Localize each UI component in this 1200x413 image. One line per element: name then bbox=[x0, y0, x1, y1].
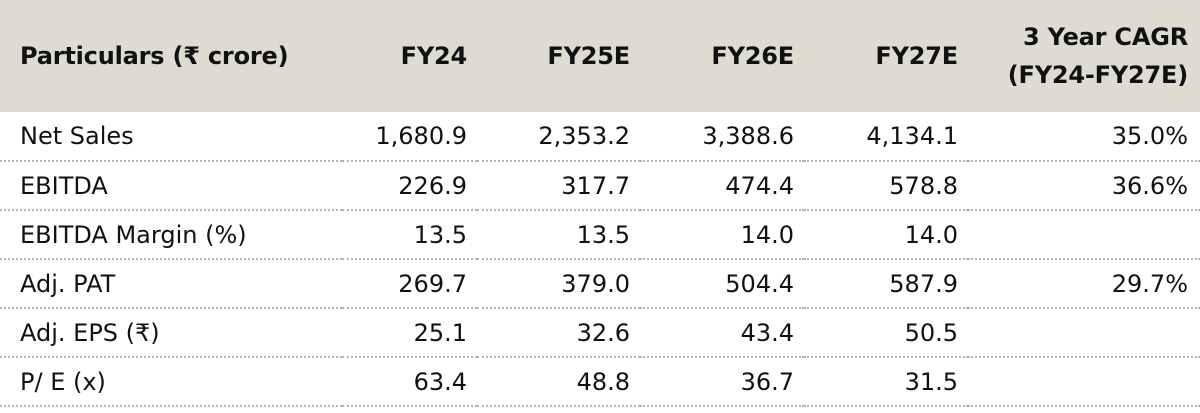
header-row: Particulars (₹ crore) FY24 FY25E FY26E F… bbox=[0, 0, 1200, 112]
header-fy27e: FY27E bbox=[875, 42, 958, 70]
row-label: Adj. PAT bbox=[20, 269, 116, 298]
cell-fy25e: 2,353.2 bbox=[538, 122, 630, 150]
cell-cagr: 35.0% bbox=[1111, 122, 1188, 150]
header-cagr: 3 Year CAGR (FY24-FY27E) bbox=[968, 0, 1200, 112]
cell-cagr bbox=[968, 308, 1200, 357]
row-label: EBITDA Margin (%) bbox=[20, 220, 247, 249]
table-row: Adj. EPS (₹) 25.1 32.6 43.4 50.5 bbox=[0, 308, 1200, 357]
cell-fy26e: 36.7 bbox=[740, 367, 794, 396]
cell-fy24: 226.9 bbox=[398, 171, 467, 200]
cell-fy27e: 14.0 bbox=[904, 220, 958, 249]
header-cagr-line1: 3 Year CAGR bbox=[1022, 23, 1188, 51]
row-label: Net Sales bbox=[20, 122, 134, 150]
cell-fy24: 269.7 bbox=[398, 269, 467, 298]
header-cagr-line2: (FY24-FY27E) bbox=[1007, 61, 1188, 89]
cell-cagr bbox=[968, 357, 1200, 406]
cell-fy25e: 32.6 bbox=[576, 318, 630, 347]
cell-fy27e: 587.9 bbox=[889, 269, 958, 298]
cell-fy26e: 504.4 bbox=[725, 269, 794, 298]
cell-fy25e: 379.0 bbox=[561, 269, 630, 298]
header-fy26e: FY26E bbox=[711, 42, 794, 70]
row-label: P/ E (x) bbox=[20, 367, 106, 396]
table-body: Net Sales 1,680.9 2,353.2 3,388.6 4,134.… bbox=[0, 112, 1200, 406]
cell-cagr: 29.7% bbox=[1111, 269, 1188, 298]
header-particulars: Particulars (₹ crore) bbox=[20, 42, 289, 70]
cell-fy24: 13.5 bbox=[413, 220, 467, 249]
cell-fy25e: 317.7 bbox=[561, 171, 630, 200]
cell-cagr bbox=[968, 210, 1200, 259]
cell-fy24: 25.1 bbox=[413, 318, 467, 347]
row-label: Adj. EPS (₹) bbox=[20, 318, 160, 347]
cell-cagr: 36.6% bbox=[1111, 171, 1188, 200]
cell-fy27e: 50.5 bbox=[904, 318, 958, 347]
cell-fy26e: 43.4 bbox=[740, 318, 794, 347]
table-row: EBITDA Margin (%) 13.5 13.5 14.0 14.0 bbox=[0, 210, 1200, 259]
table-row: Adj. PAT 269.7 379.0 504.4 587.9 29.7% bbox=[0, 259, 1200, 308]
cell-fy27e: 31.5 bbox=[904, 367, 958, 396]
cell-fy27e: 4,134.1 bbox=[866, 122, 958, 150]
cell-fy27e: 578.8 bbox=[889, 171, 958, 200]
row-label: EBITDA bbox=[20, 171, 108, 200]
cell-fy25e: 48.8 bbox=[576, 367, 630, 396]
table-row: P/ E (x) 63.4 48.8 36.7 31.5 bbox=[0, 357, 1200, 406]
cell-fy26e: 14.0 bbox=[740, 220, 794, 249]
cell-fy26e: 3,388.6 bbox=[702, 122, 794, 150]
header-fy25e: FY25E bbox=[547, 42, 630, 70]
cell-fy24: 63.4 bbox=[413, 367, 467, 396]
table-header: Particulars (₹ crore) FY24 FY25E FY26E F… bbox=[0, 0, 1200, 112]
header-fy24: FY24 bbox=[400, 42, 468, 70]
cell-fy24: 1,680.9 bbox=[375, 122, 467, 150]
table-row: Net Sales 1,680.9 2,353.2 3,388.6 4,134.… bbox=[0, 112, 1200, 161]
cell-fy25e: 13.5 bbox=[576, 220, 630, 249]
cell-fy26e: 474.4 bbox=[725, 171, 794, 200]
table-row: EBITDA 226.9 317.7 474.4 578.8 36.6% bbox=[0, 161, 1200, 210]
